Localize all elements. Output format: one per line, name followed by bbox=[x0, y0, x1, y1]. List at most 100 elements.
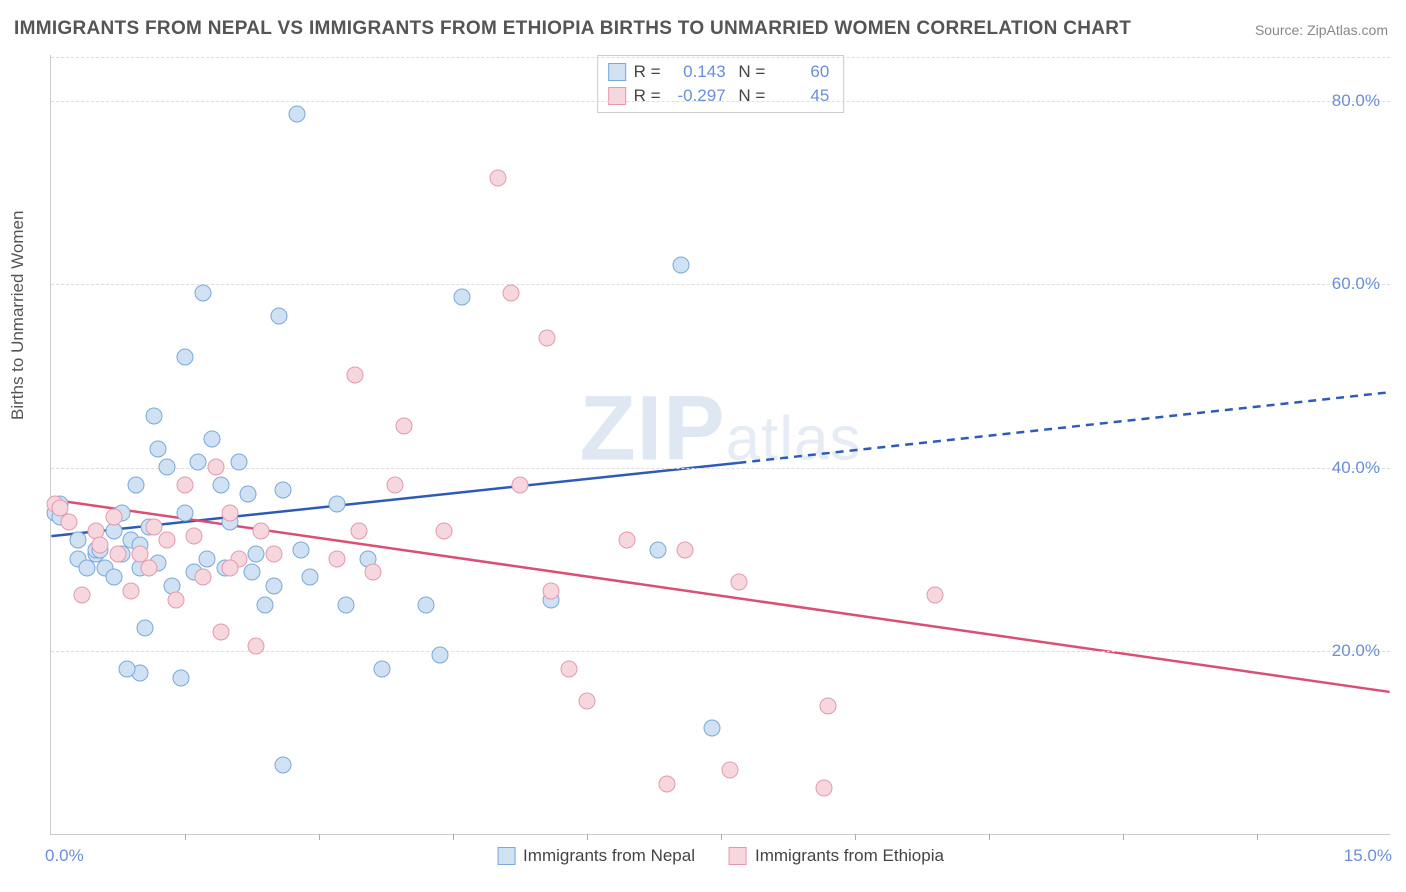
point-nepal bbox=[199, 550, 216, 567]
point-nepal bbox=[136, 619, 153, 636]
scatter-plot: ZIPatlas R = 0.143 N = 60 R = -0.297 N =… bbox=[50, 55, 1390, 835]
point-nepal bbox=[194, 284, 211, 301]
point-ethiopia bbox=[730, 573, 747, 590]
x-tick bbox=[855, 834, 856, 840]
x-tick bbox=[989, 834, 990, 840]
stats-row-nepal: R = 0.143 N = 60 bbox=[608, 60, 830, 84]
point-nepal bbox=[266, 578, 283, 595]
point-ethiopia bbox=[328, 550, 345, 567]
point-nepal bbox=[373, 660, 390, 677]
legend-label-nepal: Immigrants from Nepal bbox=[523, 846, 695, 866]
point-nepal bbox=[145, 408, 162, 425]
point-ethiopia bbox=[351, 523, 368, 540]
stat-label: N = bbox=[734, 84, 766, 108]
watermark: ZIPatlas bbox=[579, 376, 861, 481]
point-ethiopia bbox=[177, 477, 194, 494]
point-ethiopia bbox=[110, 546, 127, 563]
x-tick bbox=[185, 834, 186, 840]
legend-swatch-ethiopia bbox=[729, 847, 747, 865]
point-nepal bbox=[230, 454, 247, 471]
point-nepal bbox=[212, 477, 229, 494]
point-ethiopia bbox=[252, 523, 269, 540]
point-ethiopia bbox=[543, 582, 560, 599]
legend-item-ethiopia: Immigrants from Ethiopia bbox=[729, 846, 944, 866]
gridline bbox=[51, 284, 1390, 285]
x-tick bbox=[1257, 834, 1258, 840]
point-nepal bbox=[118, 660, 135, 677]
point-nepal bbox=[275, 481, 292, 498]
point-nepal bbox=[672, 257, 689, 274]
point-ethiopia bbox=[503, 284, 520, 301]
point-nepal bbox=[69, 532, 86, 549]
swatch-nepal bbox=[608, 63, 626, 81]
point-ethiopia bbox=[489, 169, 506, 186]
point-nepal bbox=[328, 495, 345, 512]
point-ethiopia bbox=[395, 417, 412, 434]
x-tick bbox=[587, 834, 588, 840]
point-ethiopia bbox=[105, 509, 122, 526]
point-ethiopia bbox=[266, 546, 283, 563]
point-ethiopia bbox=[927, 587, 944, 604]
stat-label: R = bbox=[634, 60, 662, 84]
y-axis-label: Births to Unmarried Women bbox=[8, 211, 28, 420]
point-ethiopia bbox=[659, 775, 676, 792]
point-ethiopia bbox=[248, 637, 265, 654]
x-tick bbox=[1123, 834, 1124, 840]
point-ethiopia bbox=[123, 582, 140, 599]
stat-r-ethiopia: -0.297 bbox=[670, 84, 726, 108]
point-nepal bbox=[239, 486, 256, 503]
x-axis-min-label: 0.0% bbox=[45, 846, 84, 866]
point-nepal bbox=[203, 431, 220, 448]
y-tick-label: 60.0% bbox=[1332, 274, 1380, 294]
point-ethiopia bbox=[619, 532, 636, 549]
point-nepal bbox=[453, 289, 470, 306]
stat-n-nepal: 60 bbox=[773, 60, 829, 84]
point-nepal bbox=[177, 348, 194, 365]
legend-label-ethiopia: Immigrants from Ethiopia bbox=[755, 846, 944, 866]
point-ethiopia bbox=[221, 504, 238, 521]
x-tick bbox=[721, 834, 722, 840]
point-ethiopia bbox=[538, 330, 555, 347]
point-ethiopia bbox=[346, 367, 363, 384]
point-ethiopia bbox=[436, 523, 453, 540]
stat-r-nepal: 0.143 bbox=[670, 60, 726, 84]
point-ethiopia bbox=[364, 564, 381, 581]
point-ethiopia bbox=[512, 477, 529, 494]
y-tick-label: 20.0% bbox=[1332, 641, 1380, 661]
y-tick-label: 40.0% bbox=[1332, 458, 1380, 478]
x-tick bbox=[319, 834, 320, 840]
gridline bbox=[51, 57, 1390, 58]
legend-swatch-nepal bbox=[497, 847, 515, 865]
point-nepal bbox=[270, 307, 287, 324]
point-ethiopia bbox=[159, 532, 176, 549]
point-ethiopia bbox=[721, 761, 738, 778]
point-ethiopia bbox=[168, 592, 185, 609]
gridline bbox=[51, 101, 1390, 102]
point-nepal bbox=[293, 541, 310, 558]
legend-item-nepal: Immigrants from Nepal bbox=[497, 846, 695, 866]
point-ethiopia bbox=[212, 624, 229, 641]
point-nepal bbox=[190, 454, 207, 471]
point-nepal bbox=[172, 670, 189, 687]
point-nepal bbox=[127, 477, 144, 494]
point-nepal bbox=[257, 596, 274, 613]
point-nepal bbox=[337, 596, 354, 613]
point-nepal bbox=[159, 458, 176, 475]
stat-label: R = bbox=[634, 84, 662, 108]
point-nepal bbox=[248, 546, 265, 563]
point-nepal bbox=[431, 647, 448, 664]
stat-label: N = bbox=[734, 60, 766, 84]
point-ethiopia bbox=[815, 780, 832, 797]
point-ethiopia bbox=[60, 514, 77, 531]
stats-row-ethiopia: R = -0.297 N = 45 bbox=[608, 84, 830, 108]
point-ethiopia bbox=[221, 559, 238, 576]
trend-lines bbox=[51, 55, 1390, 834]
point-ethiopia bbox=[92, 536, 109, 553]
point-ethiopia bbox=[141, 559, 158, 576]
point-ethiopia bbox=[561, 660, 578, 677]
stat-n-ethiopia: 45 bbox=[773, 84, 829, 108]
point-nepal bbox=[418, 596, 435, 613]
point-ethiopia bbox=[185, 527, 202, 544]
point-ethiopia bbox=[194, 569, 211, 586]
point-ethiopia bbox=[145, 518, 162, 535]
